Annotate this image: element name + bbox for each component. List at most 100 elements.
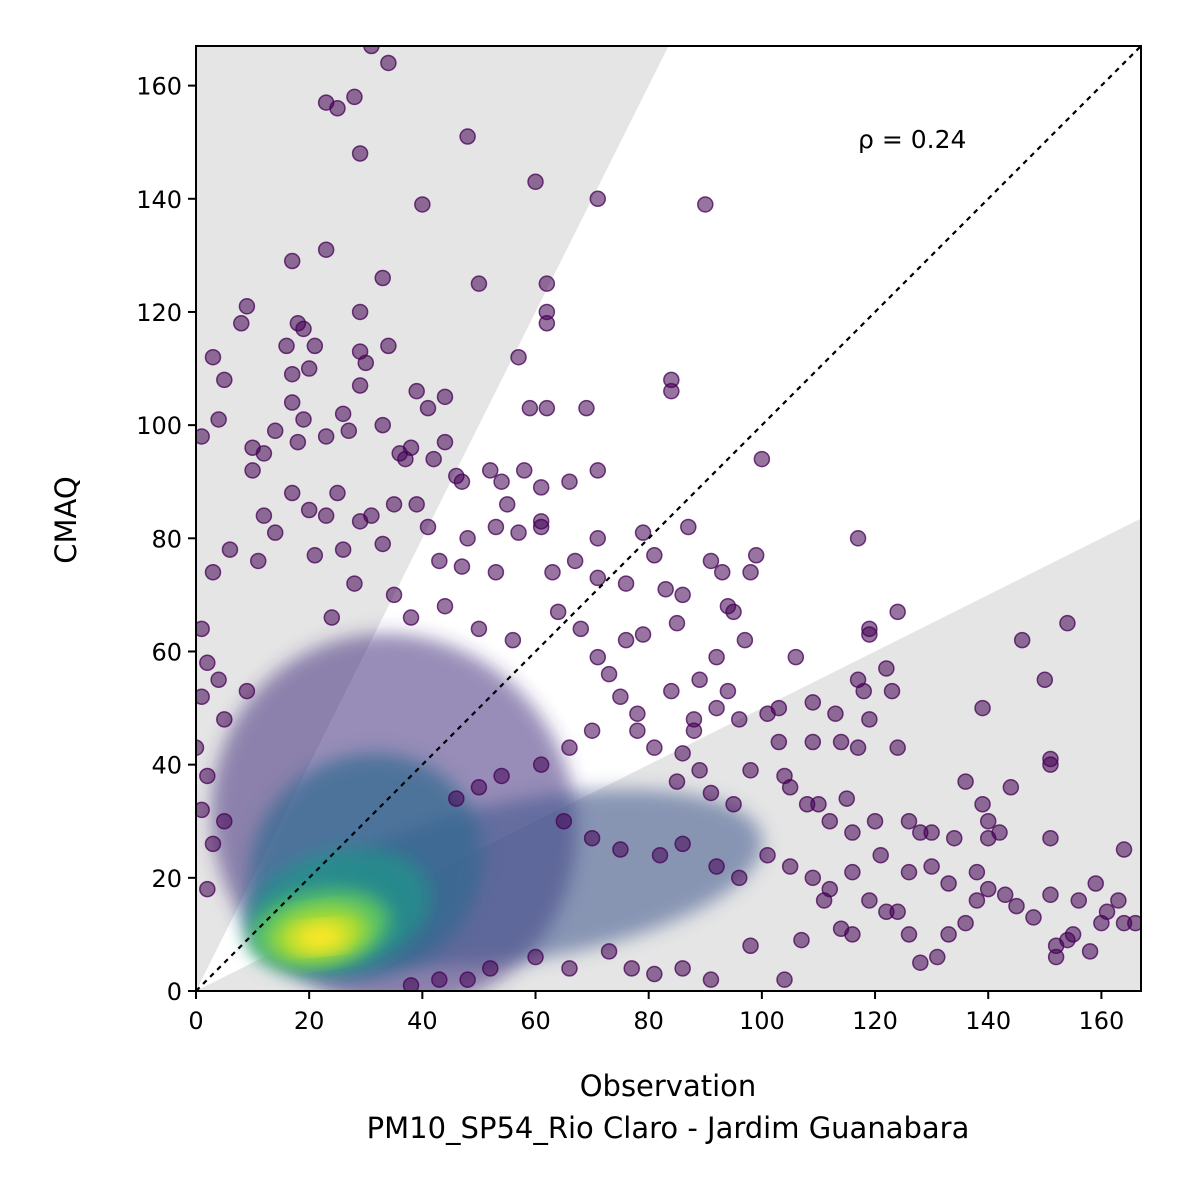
data-point [883, 682, 901, 700]
plot-area [195, 45, 1142, 992]
data-point [323, 609, 341, 626]
data-point [493, 767, 510, 785]
data-point [589, 530, 607, 547]
data-point [414, 196, 431, 213]
data-point [634, 626, 652, 643]
points-layer [196, 46, 1141, 991]
data-point [668, 614, 686, 632]
data-point [210, 671, 227, 689]
data-point [196, 739, 205, 756]
data-point [351, 145, 369, 162]
data-point [334, 405, 352, 423]
data-point [646, 965, 663, 983]
data-point [317, 428, 335, 445]
data-point [1042, 756, 1059, 773]
y-tick-label: 160 [136, 73, 182, 101]
data-point [532, 479, 550, 496]
data-point [691, 762, 708, 779]
data-point [623, 960, 640, 977]
data-point [674, 745, 691, 762]
data-point [295, 320, 312, 338]
data-point [1081, 943, 1099, 960]
data-point [459, 971, 476, 988]
data-point [957, 773, 974, 790]
data-point [244, 462, 261, 479]
data-point [821, 880, 839, 898]
data-point [266, 524, 284, 541]
data-point [538, 315, 556, 332]
data-point [634, 524, 652, 541]
x-tick-label: 40 [407, 1007, 438, 1035]
y-tick-label: 120 [136, 299, 182, 327]
data-point [674, 586, 691, 604]
data-point [470, 620, 488, 638]
data-point [204, 348, 222, 366]
data-point [861, 711, 878, 728]
data-point [612, 688, 629, 705]
data-point [408, 382, 425, 400]
data-point [578, 399, 595, 417]
data-point [544, 564, 561, 581]
data-point [900, 863, 918, 881]
y-axis-label: CMAQ [49, 476, 83, 563]
data-point [832, 920, 850, 938]
data-point [380, 337, 397, 355]
data-point [861, 892, 878, 909]
data-point [646, 547, 663, 564]
data-point [787, 648, 805, 666]
y-axis: 0 20 40 60 80 100 120 140 160 [136, 73, 196, 1006]
data-point [515, 462, 533, 479]
data-point [204, 564, 222, 581]
data-point [283, 252, 301, 270]
data-point [374, 535, 391, 553]
data-point [380, 54, 397, 72]
data-point [629, 722, 646, 739]
y-tick-label: 80 [151, 525, 182, 553]
data-point [889, 603, 906, 621]
data-point [844, 863, 861, 881]
plot-frame [195, 45, 1142, 992]
data-point [317, 507, 335, 524]
x-tick-label: 140 [965, 1007, 1011, 1035]
data-point [742, 937, 759, 954]
data-point [504, 631, 522, 649]
data-point [646, 739, 663, 756]
data-point [196, 428, 210, 445]
data-point [255, 507, 273, 524]
data-point [849, 530, 867, 547]
data-point [776, 971, 793, 988]
data-point [923, 824, 940, 841]
data-point [730, 711, 748, 728]
data-point [238, 298, 256, 315]
data-point [419, 399, 437, 417]
data-point [878, 903, 895, 921]
data-point [549, 603, 567, 621]
data-point [340, 422, 358, 440]
one-to-one-line [196, 46, 1141, 991]
data-point [583, 829, 601, 847]
data-point [770, 733, 788, 751]
data-point [419, 518, 437, 536]
data-point [968, 892, 986, 909]
data-point [436, 433, 454, 451]
data-point [685, 722, 703, 739]
data-point [979, 812, 997, 830]
data-point [730, 869, 748, 887]
data-point [487, 564, 505, 581]
data-point [1115, 841, 1133, 858]
data-point [363, 46, 380, 55]
data-point [912, 954, 929, 971]
data-point [1110, 892, 1127, 909]
data-point [216, 371, 233, 389]
data-point [470, 779, 488, 796]
data-point [600, 943, 618, 960]
data-point [329, 99, 346, 117]
data-point [1115, 914, 1133, 932]
data-point [527, 948, 544, 966]
data-point [572, 620, 590, 638]
data-point [940, 875, 957, 892]
data-point [708, 699, 725, 717]
data-point [216, 812, 233, 830]
data-point [589, 190, 607, 208]
